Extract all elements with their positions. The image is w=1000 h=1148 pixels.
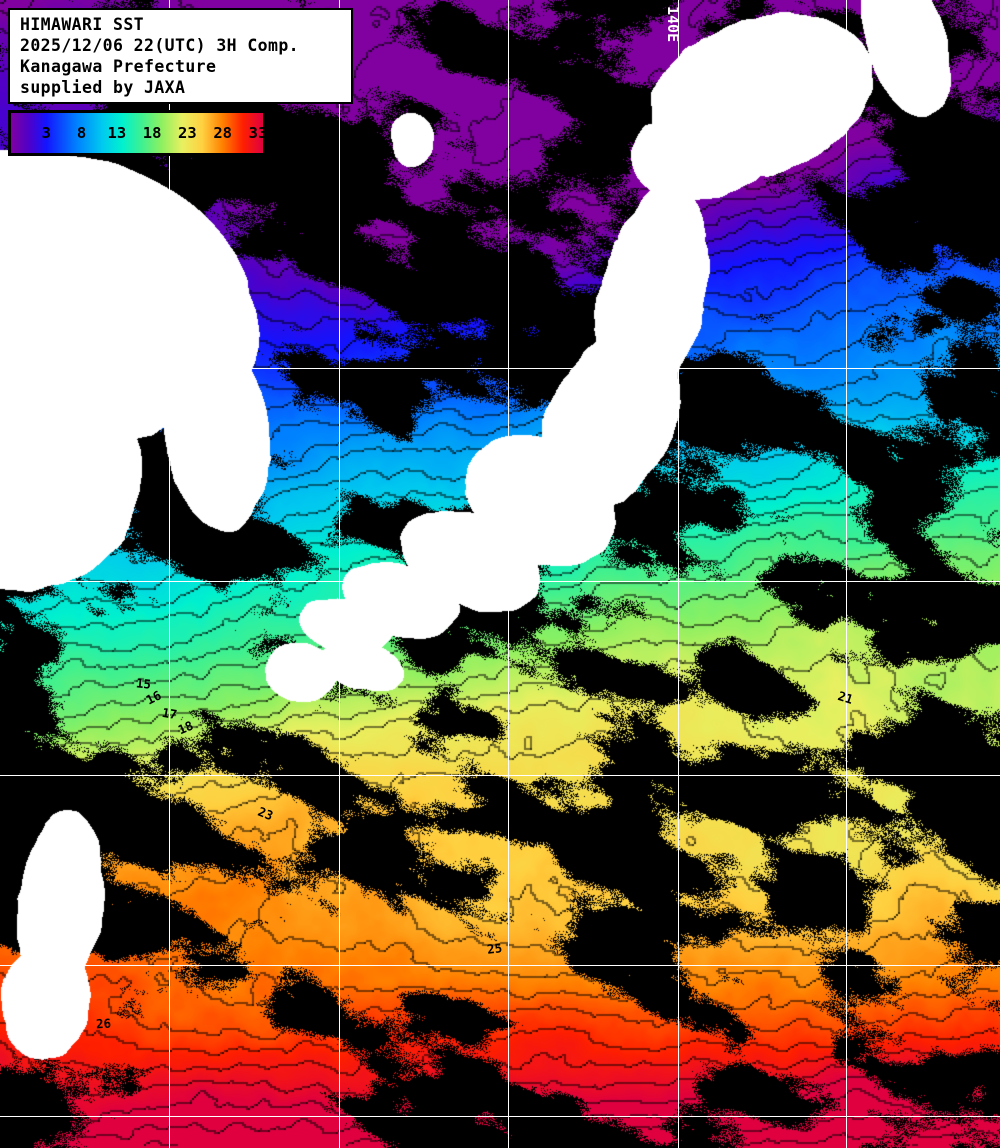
colorbar-tick-3: 3 (41, 124, 51, 142)
colorbar-tick-13: 13 (107, 124, 127, 142)
colorbar: 3 8 13 18 23 28 33 (8, 110, 268, 156)
colorbar-tick-labels: 3 8 13 18 23 28 33 (11, 113, 268, 153)
colorbar-tick-8: 8 (76, 124, 87, 142)
title-line-region: Kanagawa Prefecture (20, 57, 217, 76)
colorbar-tick-23: 23 (178, 124, 197, 142)
title-line-product: HIMAWARI SST (20, 15, 145, 34)
title-line-credit: supplied by JAXA (20, 78, 186, 97)
title-box: HIMAWARI SST 2025/12/06 22(UTC) 3H Comp.… (8, 8, 353, 104)
title-line-datetime: 2025/12/06 22(UTC) 3H Comp. (20, 36, 300, 55)
colorbar-tick-33: 33 (248, 124, 268, 142)
colorbar-gradient (11, 113, 263, 153)
colorbar-tick-28: 28 (213, 124, 233, 142)
colorbar-tick-18: 18 (142, 124, 162, 142)
